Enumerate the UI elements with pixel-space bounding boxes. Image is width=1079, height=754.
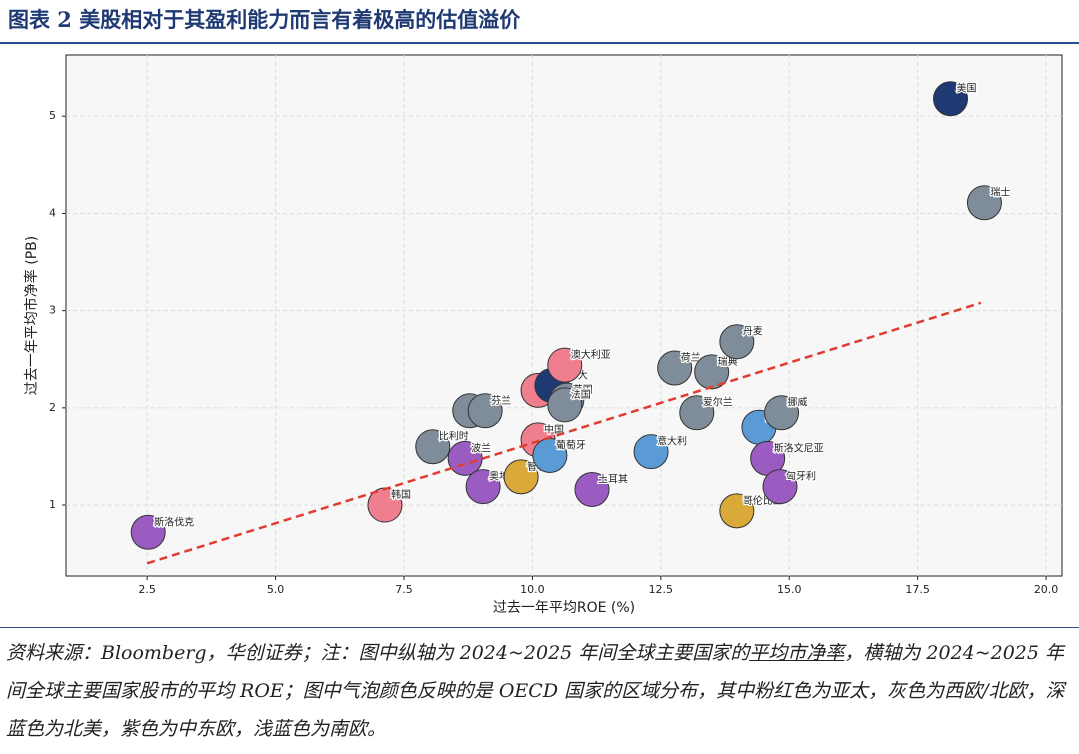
bubble	[574, 471, 610, 507]
y-tick-label: 1	[49, 498, 56, 511]
chart: 1 2 3 4 5 2.5 5.0 7.5 10.0 12.5 15.0 17.5 20.0 过去一年平均…	[23, 54, 1063, 616]
bubble	[694, 354, 730, 390]
bubble	[633, 434, 669, 470]
bubble	[933, 81, 969, 117]
bubble	[547, 387, 583, 423]
x-tick-label: 7.5	[395, 583, 413, 596]
bubble	[679, 395, 715, 431]
point-label: 匈牙利	[786, 470, 816, 483]
point-label: 韩国	[391, 488, 411, 501]
x-tick-label: 2.5	[138, 583, 156, 596]
bubble	[719, 493, 755, 529]
bubble	[467, 393, 503, 429]
point-label: 斯洛文尼亚	[774, 441, 824, 454]
bubble	[465, 469, 501, 505]
bubble	[415, 429, 451, 465]
note-text: ，横轴为 2024~2025 年间全球主要国家股市的平均 ROE；图中气泡颜色反…	[6, 642, 1065, 740]
x-tick-label: 12.5	[649, 583, 674, 596]
bubble	[130, 514, 166, 550]
bubble	[547, 347, 583, 383]
point-label: 斯洛伐克	[154, 515, 194, 528]
plot-area	[65, 54, 1063, 577]
point-label: 法国	[571, 388, 591, 401]
y-axis-label: 过去一年平均市净率 (PB)	[23, 236, 40, 395]
x-tick-label: 10.0	[520, 583, 545, 596]
y-tick-label: 4	[49, 206, 56, 219]
x-tick-label: 15.0	[777, 583, 802, 596]
y-tick-label: 2	[49, 401, 56, 414]
bubble	[657, 350, 693, 386]
point-label: 葡萄牙	[556, 438, 586, 451]
source-note: 资料来源：Bloomberg，华创证券；注：图中纵轴为 2024~2025 年间…	[6, 634, 1074, 748]
bubble	[719, 324, 755, 360]
rule	[0, 627, 1079, 628]
point-label: 波兰	[471, 441, 491, 454]
note-underline: 平均市净率	[749, 642, 845, 664]
point-label: 丹麦	[743, 326, 763, 338]
rule	[0, 42, 1079, 44]
x-tick-label: 20.0	[1034, 583, 1059, 596]
point-label: 土耳其	[598, 472, 628, 485]
x-tick-label: 17.5	[905, 583, 930, 596]
point-label: 荷兰	[681, 351, 701, 364]
trend-line	[146, 301, 982, 565]
point-label: 意大利	[657, 435, 687, 448]
bubble	[503, 459, 539, 495]
x-axis-label: 过去一年平均ROE (%)	[493, 600, 635, 616]
point-label: 芬兰	[491, 394, 511, 407]
y-tick-label: 5	[49, 109, 56, 122]
note-text: 资料来源：Bloomberg，华创证券；注：图中纵轴为 2024~2025 年间…	[6, 642, 750, 664]
x-tick-label: 5.0	[267, 583, 285, 596]
point-label: 比利时	[439, 431, 469, 443]
bubble	[966, 185, 1002, 221]
point-label: 爱尔兰	[703, 396, 733, 409]
point-label: 美国	[957, 82, 977, 95]
point-label: 挪威	[788, 396, 808, 409]
y-tick-label: 3	[49, 304, 56, 317]
bubble	[762, 469, 798, 505]
bubble	[764, 395, 800, 431]
title: 图表 2 美股相对于其盈利能力而言有着极高的估值溢价	[8, 7, 521, 32]
point-label: 瑞士	[990, 186, 1010, 199]
point-label: 澳大利亚	[571, 348, 611, 361]
